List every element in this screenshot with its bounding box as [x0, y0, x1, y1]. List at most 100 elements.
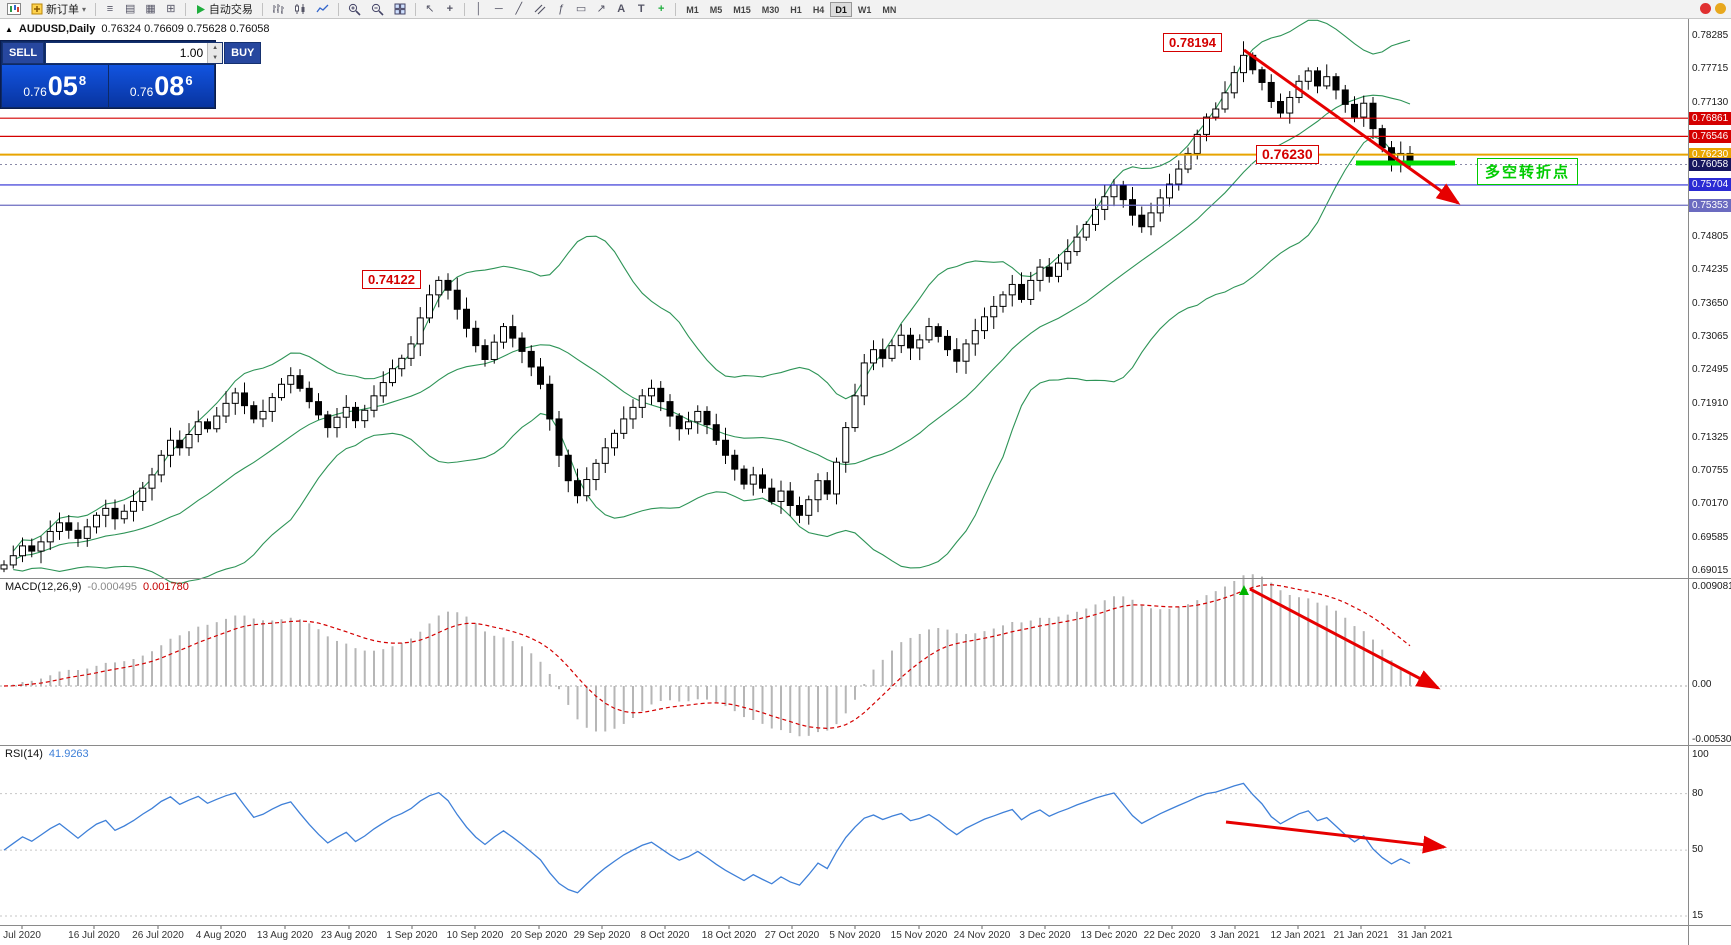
buy-button[interactable]: BUY	[224, 42, 262, 64]
chart-window-icon[interactable]	[3, 1, 25, 17]
volume-stepper: ▲ ▼	[207, 43, 223, 63]
price-line-label: 0.76861	[1689, 111, 1731, 125]
ohlc-values: 0.76324 0.76609 0.75628 0.76058	[101, 23, 270, 35]
price-tick: 0.69015	[1692, 565, 1729, 576]
macd-panel-separator[interactable]	[0, 578, 1731, 579]
arrows-tool-icon[interactable]: ↗	[592, 1, 610, 17]
text-tool-icon[interactable]: A	[612, 1, 630, 17]
date-label: 12 Jan 2021	[1270, 930, 1326, 941]
date-label: 5 Nov 2020	[829, 930, 881, 941]
channel-tool-icon[interactable]	[530, 1, 550, 17]
price-tick: 15	[1692, 910, 1704, 921]
window-indicator-dots	[1700, 3, 1726, 14]
chevron-down-icon: ▾	[82, 4, 87, 14]
turning-point-note[interactable]: 多空转折点	[1477, 158, 1579, 185]
red-dot-icon[interactable]	[1700, 3, 1711, 14]
volume-input[interactable]	[46, 43, 208, 63]
price-tick: 50	[1692, 844, 1704, 855]
toolbar-separator	[184, 2, 186, 16]
toolbar: 新订单 ▾ ≡ ▤ ▦ ⊞ 自动交易	[0, 0, 1731, 19]
horizontal-line-tool-icon[interactable]: ─	[490, 1, 508, 17]
crosshair-tool-icon[interactable]: +	[441, 1, 459, 17]
timeframe-M1[interactable]: M1	[681, 2, 704, 17]
timeframe-D1[interactable]: D1	[830, 1, 852, 17]
toolbar-separator	[261, 2, 263, 16]
shapes-tool-icon[interactable]: ▭	[572, 1, 590, 17]
date-label: 10 Sep 2020	[446, 930, 504, 941]
macd-main-value: -0.000495	[87, 581, 137, 593]
toolbar-separator	[95, 2, 97, 16]
tile-windows-icon[interactable]	[390, 1, 410, 17]
candle-chart-type-icon[interactable]	[290, 1, 310, 17]
price-tick: 80	[1692, 788, 1704, 799]
date-label: 23 Aug 2020	[320, 930, 378, 941]
price-line-label: 0.75704	[1689, 178, 1731, 192]
vertical-line-tool-icon[interactable]: │	[470, 1, 488, 17]
sell-price-display[interactable]: 0.76 05 8	[2, 65, 108, 107]
add-indicator-icon[interactable]: +	[652, 1, 670, 17]
macd-title-text: MACD(12,26,9)	[5, 581, 82, 593]
zoom-in-icon[interactable]	[344, 1, 365, 17]
chart-area[interactable]: 0.78285 0.77715 0.77130 0.74805 0.74235 0.736…	[0, 19, 1731, 945]
price-tick: 100	[1692, 749, 1709, 760]
zoom-out-icon[interactable]	[367, 1, 388, 17]
timeframe-MN[interactable]: MN	[877, 2, 901, 17]
date-axis[interactable]: Jul 2020 16 Jul 2020 26 Jul 2020 4 Aug 2020…	[0, 927, 1688, 945]
terminal-icon[interactable]: ⊞	[162, 1, 180, 17]
volume-field: ▲ ▼	[45, 42, 224, 64]
timeframe-H4[interactable]: H4	[808, 2, 830, 17]
rsi-panel-separator[interactable]	[0, 745, 1731, 746]
market-watch-icon[interactable]: ≡	[101, 1, 119, 17]
toolbar-separator	[414, 2, 416, 16]
rsi-panel-title: RSI(14) 41.9263	[5, 748, 89, 760]
line-chart-type-icon[interactable]	[312, 1, 333, 17]
date-label: 20 Sep 2020	[510, 930, 568, 941]
new-order-button[interactable]: 新订单 ▾	[27, 1, 90, 17]
date-label: 1 Sep 2020	[386, 930, 438, 941]
price-tick: 0.69585	[1692, 532, 1729, 544]
volume-down-icon[interactable]: ▼	[208, 53, 223, 63]
left-peak-price-annotation[interactable]: 0.74122	[362, 270, 421, 289]
price-tick: 0.74235	[1692, 263, 1729, 275]
autotrading-button[interactable]: 自动交易	[191, 1, 257, 17]
price-tick: 0.009081	[1692, 581, 1731, 592]
timeframe-M5[interactable]: M5	[705, 2, 728, 17]
buy-price-display[interactable]: 0.76 08 6	[108, 65, 214, 107]
timeframe-M15[interactable]: M15	[728, 2, 756, 17]
collapse-triangle-icon[interactable]: ▲	[5, 24, 13, 34]
timeframe-M30[interactable]: M30	[757, 2, 785, 17]
price-line-label: 0.76058	[1689, 158, 1731, 172]
price-tick: 0.78285	[1692, 30, 1729, 41]
date-label: 8 Oct 2020	[640, 930, 690, 941]
price-tick: 0.77130	[1692, 96, 1729, 108]
toolbar-separator	[337, 2, 339, 16]
price-tick: 0.70170	[1692, 498, 1729, 510]
sell-button[interactable]: SELL	[2, 42, 45, 64]
symbol-header: ▲ AUDUSD,Daily 0.76324 0.76609 0.75628 0…	[5, 23, 270, 35]
cursor-tool-icon[interactable]: ↖	[421, 1, 439, 17]
level-price-annotation[interactable]: 0.76230	[1256, 145, 1319, 164]
text-label-tool-icon[interactable]: T	[632, 1, 650, 17]
date-label: 26 Jul 2020	[132, 930, 184, 941]
trendline-tool-icon[interactable]: ╱	[510, 1, 528, 17]
date-label: Jul 2020	[3, 930, 41, 941]
price-chart-canvas[interactable]	[0, 0, 1688, 945]
buy-price-main: 08	[154, 70, 185, 101]
timeframe-H1[interactable]: H1	[785, 2, 807, 17]
data-window-icon[interactable]: ▤	[121, 1, 139, 17]
price-axis[interactable]: 0.78285 0.77715 0.77130 0.74805 0.74235 0.736…	[1689, 0, 1731, 945]
date-label: 3 Jan 2021	[1210, 930, 1260, 941]
navigator-icon[interactable]: ▦	[141, 1, 159, 17]
sell-price-sup: 8	[78, 72, 87, 88]
date-axis-separator	[0, 925, 1731, 926]
price-tick: 0.74805	[1692, 230, 1729, 242]
price-tick: 0.77715	[1692, 62, 1729, 74]
date-label: 13 Aug 2020	[256, 930, 314, 941]
yellow-dot-icon[interactable]	[1715, 3, 1726, 14]
timeframe-W1[interactable]: W1	[853, 2, 877, 17]
peak-price-annotation[interactable]: 0.78194	[1163, 33, 1222, 52]
fibonacci-tool-icon[interactable]: ƒ	[552, 1, 570, 17]
price-tick: 0.71910	[1692, 397, 1729, 409]
bar-chart-type-icon[interactable]	[268, 1, 288, 17]
volume-up-icon[interactable]: ▲	[208, 43, 223, 53]
